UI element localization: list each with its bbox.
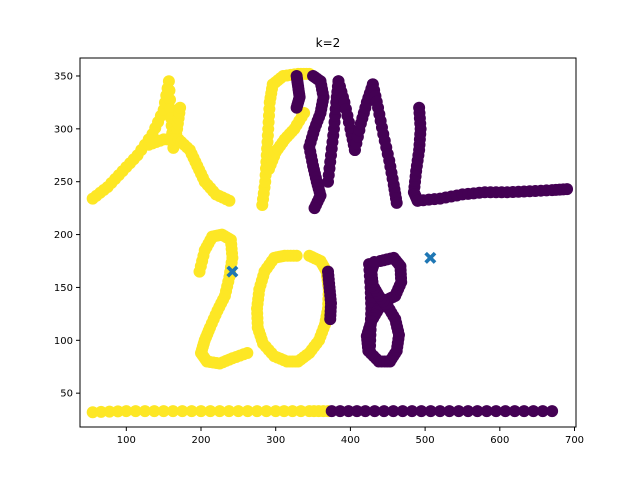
data-point: [176, 405, 189, 418]
x-tick-label: 700: [565, 435, 584, 446]
data-point: [378, 405, 391, 418]
data-point: [406, 405, 419, 418]
data-point: [95, 405, 108, 418]
data-point: [167, 405, 179, 418]
centroid-marker: [226, 265, 239, 278]
data-point: [213, 405, 226, 418]
x-tick-label: 500: [416, 435, 435, 446]
y-tick-label: 50: [60, 389, 73, 400]
data-point: [195, 405, 208, 418]
x-tick-label: 300: [266, 435, 285, 446]
data-point: [164, 93, 177, 106]
data-point: [86, 406, 99, 419]
data-point: [103, 405, 116, 418]
data-point: [148, 405, 161, 418]
data-point: [185, 405, 198, 418]
data-point: [480, 405, 493, 418]
data-point: [223, 405, 236, 418]
centroid-markers: [226, 251, 437, 278]
data-point: [157, 405, 170, 418]
data-point: [350, 405, 363, 418]
data-point: [303, 249, 316, 262]
data-point: [325, 405, 338, 418]
data-point: [232, 405, 245, 418]
y-tick-label: 150: [54, 283, 73, 294]
data-point: [462, 405, 475, 418]
data-point: [387, 405, 400, 418]
x-tick-label: 100: [117, 435, 136, 446]
plot-frame: [79, 57, 577, 428]
data-point: [359, 405, 372, 418]
data-point: [260, 405, 273, 418]
data-point: [434, 405, 447, 418]
x-tick-label: 600: [490, 435, 509, 446]
data-point: [241, 405, 254, 418]
data-point: [415, 405, 428, 418]
data-point: [251, 405, 264, 418]
data-point: [204, 405, 217, 418]
data-point: [286, 405, 299, 418]
data-point: [471, 405, 484, 418]
data-point: [536, 405, 549, 418]
data-point: [174, 101, 187, 114]
data-point: [278, 405, 291, 418]
data-point: [324, 313, 337, 326]
data-point: [111, 405, 124, 418]
data-point: [120, 405, 133, 418]
data-point: [334, 405, 347, 418]
data-point: [241, 346, 254, 359]
y-tick-label: 300: [54, 124, 73, 135]
x-axis: 100 200 300 400 500 600 700: [117, 427, 584, 446]
data-point: [129, 405, 142, 418]
y-tick-label: 100: [54, 336, 73, 347]
data-point: [390, 196, 403, 209]
x-tick-label: 200: [191, 435, 210, 446]
data-point: [518, 405, 531, 418]
data-point: [290, 101, 303, 114]
data-point: [162, 75, 175, 88]
data-point: [342, 405, 355, 418]
data-point: [490, 405, 503, 418]
data-point: [443, 405, 456, 418]
x-tick-label: 400: [341, 435, 360, 446]
data-point: [527, 405, 540, 418]
data-point: [561, 183, 574, 196]
centroid-marker: [424, 251, 437, 264]
data-point: [368, 256, 381, 269]
y-tick-label: 200: [54, 230, 73, 241]
y-tick-label: 250: [54, 177, 73, 188]
data-point: [308, 202, 321, 215]
data-point: [546, 405, 559, 418]
data-point: [452, 405, 465, 418]
data-point: [138, 405, 151, 418]
data-point: [508, 405, 521, 418]
data-point: [396, 405, 409, 418]
data-point: [223, 194, 236, 207]
data-point: [424, 405, 437, 418]
data-point: [499, 405, 512, 418]
data-points: [86, 67, 574, 419]
chart-title: k=2: [316, 36, 341, 50]
y-tick-label: 350: [54, 71, 73, 82]
data-point: [294, 405, 307, 418]
data-point: [368, 405, 381, 418]
data-point: [269, 405, 282, 418]
data-point: [163, 84, 176, 97]
y-axis: 50 100 150 200 250 300 350: [54, 71, 80, 400]
